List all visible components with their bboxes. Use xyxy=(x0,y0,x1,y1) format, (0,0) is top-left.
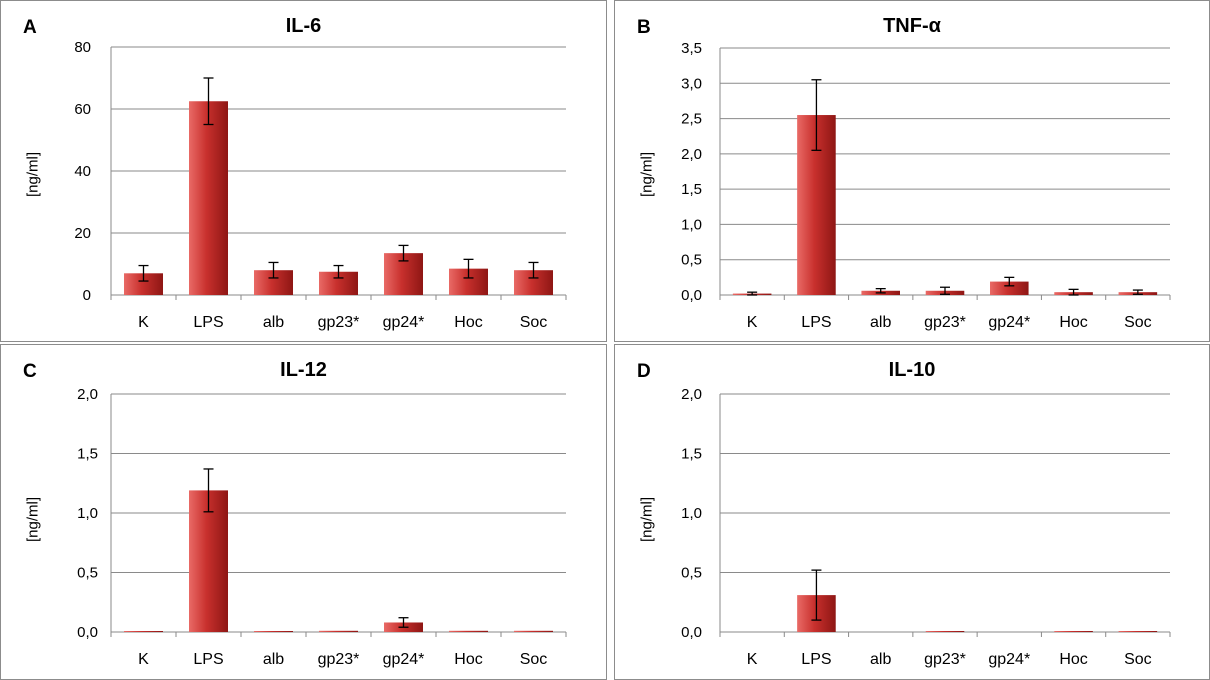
bar xyxy=(1054,631,1093,632)
y-tick-label: 40 xyxy=(74,163,91,180)
bar xyxy=(124,273,163,295)
bar xyxy=(189,101,228,295)
y-tick-label: 1,0 xyxy=(681,505,702,522)
error-bar xyxy=(528,261,539,279)
y-tick-label: 1,5 xyxy=(77,446,98,463)
error-bar xyxy=(268,261,279,279)
x-tick-label: LPS xyxy=(801,651,831,668)
panel-a: A IL-6 [ng/ml] 0 20 40 60 80 K LPS alb gp23* gp24… xyxy=(0,0,607,342)
bar xyxy=(1118,631,1158,632)
x-tick-label: LPS xyxy=(801,314,831,331)
x-tick-label: LPS xyxy=(193,314,223,331)
x-tick-label: gp24* xyxy=(988,651,1030,668)
x-tick-label: K xyxy=(747,651,758,668)
y-tick-label: 2,5 xyxy=(681,111,702,128)
bar xyxy=(514,630,553,632)
y-tick-label: 2,0 xyxy=(681,146,702,163)
error-bar xyxy=(398,617,409,628)
x-tick-label: gp23* xyxy=(318,314,360,331)
x-tick-label: gp24* xyxy=(383,314,425,331)
error-bar xyxy=(875,287,886,294)
error-bar xyxy=(398,244,409,262)
y-tick-label: 0,0 xyxy=(681,624,702,641)
chart-title: IL-6 xyxy=(285,15,322,37)
y-tick-label: 2,0 xyxy=(77,386,98,403)
panel-letter: B xyxy=(637,17,651,38)
x-tick-label: gp24* xyxy=(383,651,425,668)
y-tick-label: 0,5 xyxy=(681,565,702,582)
panel-c: C IL-12 [ng/ml] 0,0 0,5 1,0 1,5 2,0 K LPS alb gp… xyxy=(0,344,607,680)
x-tick-label: alb xyxy=(263,651,284,668)
x-tick-label: Soc xyxy=(520,314,548,331)
bar xyxy=(990,281,1029,295)
bar xyxy=(319,271,358,295)
x-tick-label: K xyxy=(138,314,149,331)
error-bar xyxy=(747,291,758,296)
x-tick-label: Hoc xyxy=(454,314,482,331)
x-tick-label: gp23* xyxy=(924,651,966,668)
panel-d: D IL-10 [ng/ml] 0,0 0,5 1,0 1,5 2,0 K LPS alb gp… xyxy=(614,344,1210,680)
panel-letter: C xyxy=(23,361,37,382)
error-bar xyxy=(203,468,214,513)
chart-plot: 0,0 0,5 1,0 1,5 2,0 2,5 3,0 3,5 K LPS alb gp23* gp24… xyxy=(681,40,1171,331)
y-tick-label: 0 xyxy=(83,287,91,304)
y-tick-label: 0,0 xyxy=(681,287,702,304)
y-tick-label: 1,5 xyxy=(681,181,702,198)
y-tick-label: 1,0 xyxy=(77,505,98,522)
chart-title: IL-10 xyxy=(888,359,936,381)
chart-plot: 0,0 0,5 1,0 1,5 2,0 K LPS alb gp23* gp24* Hoc Soc xyxy=(77,386,567,668)
y-tick-label: 1,0 xyxy=(681,216,702,233)
chart-title: IL-12 xyxy=(280,359,327,381)
bar xyxy=(319,630,358,632)
x-tick-label: alb xyxy=(870,651,891,668)
x-tick-label: Hoc xyxy=(1059,651,1087,668)
error-bar xyxy=(463,258,474,279)
x-tick-label: Soc xyxy=(1124,314,1152,331)
error-bar xyxy=(1004,276,1015,287)
x-tick-label: gp23* xyxy=(318,651,360,668)
x-tick-label: Soc xyxy=(1124,651,1152,668)
y-tick-label: 0,5 xyxy=(77,565,98,582)
y-tick-label: 80 xyxy=(74,39,91,56)
panel-b: B TNF-α [ng/ml] 0,0 0,5 1,0 1,5 2,0 2,5 3,0 3,5… xyxy=(614,0,1210,342)
y-tick-label: 60 xyxy=(74,101,91,118)
error-bar xyxy=(1132,289,1143,295)
x-tick-label: Hoc xyxy=(454,651,482,668)
error-bar xyxy=(138,264,149,282)
bar xyxy=(189,490,228,632)
chart-title: TNF-α xyxy=(883,15,941,37)
x-tick-label: gp24* xyxy=(988,314,1030,331)
error-bar xyxy=(940,286,950,295)
error-bar xyxy=(203,77,214,126)
y-tick-label: 3,0 xyxy=(681,75,702,92)
x-tick-label: K xyxy=(138,651,149,668)
chart-plot: 0 20 40 60 80 K LPS alb gp23* gp24* Hoc Soc xyxy=(74,39,567,331)
bar xyxy=(124,631,163,632)
y-tick-label: 2,0 xyxy=(681,386,702,403)
panel-letter: D xyxy=(637,361,651,382)
x-tick-label: Hoc xyxy=(1059,314,1087,331)
x-tick-label: LPS xyxy=(193,651,223,668)
panel-letter: A xyxy=(23,17,37,38)
x-tick-label: alb xyxy=(263,314,284,331)
error-bar xyxy=(333,264,344,279)
x-tick-label: Soc xyxy=(520,651,548,668)
bar xyxy=(254,631,293,632)
y-tick-label: 1,5 xyxy=(681,446,702,463)
y-tick-label: 20 xyxy=(74,225,91,242)
error-bar xyxy=(1068,288,1079,296)
y-tick-label: 0,0 xyxy=(77,624,98,641)
bar xyxy=(925,631,965,632)
x-tick-label: K xyxy=(747,314,758,331)
x-tick-label: alb xyxy=(870,314,891,331)
error-bar xyxy=(811,79,822,151)
y-tick-label: 3,5 xyxy=(681,40,702,57)
chart-plot: 0,0 0,5 1,0 1,5 2,0 K LPS alb gp23* gp24* Hoc Soc xyxy=(681,386,1171,668)
y-tick-label: 0,5 xyxy=(681,252,702,269)
bar xyxy=(449,630,488,632)
error-bar xyxy=(811,569,822,621)
x-tick-label: gp23* xyxy=(924,314,966,331)
